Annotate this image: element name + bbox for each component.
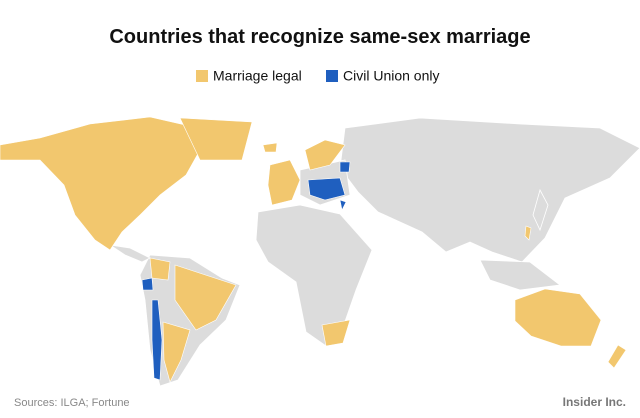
country-shape [109, 244, 151, 263]
country-shape [0, 116, 201, 251]
country-shape [149, 257, 171, 281]
country-shape [479, 259, 562, 291]
country-shape [179, 117, 253, 161]
country-shape [307, 177, 346, 201]
country-shape [339, 161, 351, 173]
country-shape [524, 225, 532, 241]
legend-label: Marriage legal [213, 68, 302, 84]
country-shape [267, 159, 301, 206]
country-shape [514, 288, 602, 347]
country-shape [321, 319, 351, 347]
legend-swatch [326, 70, 338, 82]
source: Sources: ILGA; Fortune [14, 397, 130, 409]
country-shape [339, 117, 640, 263]
logo: Insider Inc. [563, 395, 626, 409]
country-shape [141, 277, 154, 291]
country-shape [607, 344, 627, 369]
country-shape [162, 321, 191, 383]
legend-label: Civil Union only [343, 68, 439, 84]
country-shape [339, 199, 347, 211]
country-shape [532, 188, 549, 232]
country-shape [174, 264, 237, 331]
legend-swatch [196, 70, 208, 82]
country-shape [151, 299, 163, 381]
country-shape [255, 204, 373, 347]
country-shape [262, 142, 278, 153]
title: Countries that recognize same-sex marria… [109, 26, 530, 48]
country-shape [304, 139, 346, 171]
world-map [0, 116, 640, 387]
